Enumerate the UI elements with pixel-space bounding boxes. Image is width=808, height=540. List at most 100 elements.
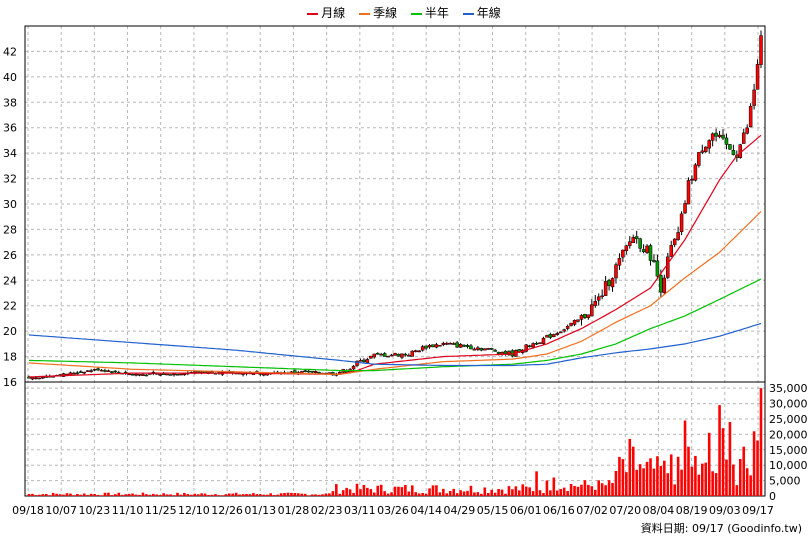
candle-down (534, 342, 539, 345)
candle-down (469, 345, 473, 350)
candle-up (603, 281, 608, 296)
candle-up (579, 315, 584, 320)
ma-quarter-line (28, 211, 762, 376)
volume-bar (614, 470, 618, 496)
volume-bar (55, 493, 58, 496)
candle-down (721, 134, 725, 139)
volume-bar (400, 487, 404, 496)
volume-tick-label: 15,000 (769, 444, 808, 457)
candle-up (445, 343, 449, 345)
volume-bar (107, 492, 110, 496)
volume-bar (714, 473, 718, 496)
price-tick-label: 22 (3, 300, 17, 313)
volume-bar (286, 492, 290, 496)
candle-down (607, 280, 611, 286)
candle-down (455, 342, 459, 348)
volume-bar (442, 488, 445, 496)
volume-bar (110, 495, 114, 496)
legend-swatch (307, 12, 319, 15)
legend-label: 季線 (373, 6, 398, 20)
volume-bar (224, 494, 228, 496)
candle-up (34, 377, 38, 380)
legend-label: 月線 (321, 6, 346, 20)
legend-item-quarter: 季線 (359, 4, 397, 21)
volume-bar (593, 489, 597, 496)
volume-bar (538, 490, 542, 496)
volume-bar (245, 494, 248, 496)
candle-up (755, 64, 760, 90)
volume-bar (480, 493, 483, 496)
candle-up (351, 365, 356, 370)
volume-bar (676, 456, 680, 496)
volume-bar (93, 494, 96, 496)
volume-bar (711, 471, 714, 496)
date-tick-label: 12/10 (178, 504, 210, 517)
volume-bar (321, 494, 324, 496)
volume-bar (186, 494, 190, 496)
volume-bar (445, 493, 449, 496)
volume-bar (652, 468, 656, 496)
date-tick-label: 11/10 (112, 504, 144, 517)
volume-bar (462, 491, 466, 496)
volume-bar (103, 492, 107, 496)
volume-bar (255, 494, 259, 496)
candle-up (448, 343, 452, 345)
candle-up (365, 359, 370, 364)
candle-down (293, 370, 297, 373)
volume-bar (124, 494, 127, 496)
volume-bar (265, 494, 269, 496)
ma-half-line (28, 278, 762, 372)
volume-bar (642, 468, 645, 496)
candle-down (113, 370, 118, 373)
candle-down (103, 370, 107, 372)
volume-bar (663, 460, 666, 496)
date-tick-label: 10/23 (79, 504, 111, 517)
candle-up (669, 245, 673, 257)
candle-down (503, 350, 508, 355)
candle-up (483, 348, 487, 351)
volume-bar (310, 494, 314, 496)
candle-up (666, 256, 670, 278)
price-tick-label: 20 (3, 325, 17, 338)
volume-bar (86, 494, 89, 496)
volume-bar (100, 495, 103, 496)
candle-up (158, 373, 162, 376)
candle-up (427, 345, 432, 348)
volume-bar (524, 486, 528, 496)
volume-bar (152, 493, 155, 496)
volume-bar (300, 493, 304, 496)
date-tick-label: 03/26 (377, 504, 409, 517)
candle-up (313, 371, 318, 374)
volume-bar (155, 494, 159, 496)
volume-bar (718, 405, 721, 496)
volume-bar (127, 493, 131, 496)
volume-bar (307, 495, 310, 496)
candle-up (690, 178, 694, 181)
ma-month-line (28, 134, 762, 378)
volume-bar (48, 495, 52, 496)
volume-bar (390, 492, 393, 496)
candle-up (92, 368, 97, 371)
candle-down (462, 344, 466, 347)
price-tick-label: 40 (3, 71, 17, 84)
ma-year-line (28, 322, 762, 367)
candle-down (382, 353, 387, 357)
date-tick-label: 07/02 (576, 504, 608, 517)
price-tick-label: 28 (3, 223, 17, 236)
volume-bar (72, 495, 76, 496)
volume-tick-label: 30,000 (769, 398, 808, 411)
volume-bar (217, 495, 221, 496)
volume-bar (531, 491, 535, 496)
date-tick-label: 10/07 (45, 504, 77, 517)
candle-up (89, 370, 93, 372)
volume-bar (259, 494, 262, 496)
volume-bar (162, 493, 165, 496)
candle-up (593, 301, 598, 306)
candle-down (403, 353, 408, 356)
volume-bar (241, 494, 245, 496)
volume-bar (631, 446, 635, 496)
volume-bar (707, 432, 711, 496)
volume-bar (386, 493, 390, 496)
volume-bar (493, 492, 497, 496)
price-tick-label: 32 (3, 173, 17, 186)
